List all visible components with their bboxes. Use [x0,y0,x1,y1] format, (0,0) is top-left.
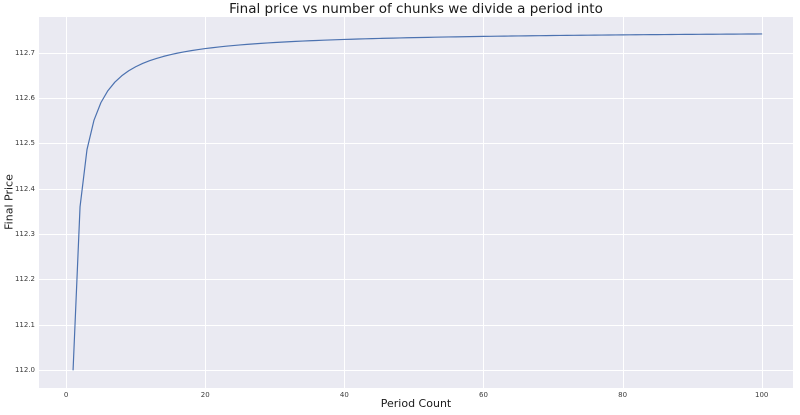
x-tick-label: 0 [63,391,69,399]
x-gridline [344,17,346,388]
chart-title: Final price vs number of chunks we divid… [229,1,603,17]
y-gridline [39,369,793,371]
x-tick-label: 40 [339,391,349,399]
x-gridline [483,17,485,388]
y-tick-label: 112.4 [14,184,35,193]
price-curve [72,33,763,371]
y-gridline [39,98,793,100]
x-tick-label: 100 [755,391,769,399]
y-tick-label: 112.3 [14,229,35,238]
y-gridline [39,52,793,54]
x-tick-label: 20 [200,391,210,399]
y-gridline [39,324,793,326]
x-gridline [761,17,763,388]
y-tick-label: 112.0 [14,365,35,374]
y-gridline [39,143,793,145]
x-axis-label: Period Count [380,397,452,410]
y-tick-label: 112.5 [14,139,35,148]
x-gridline [205,17,207,388]
plot-area [39,17,793,388]
x-tick-label: 60 [479,391,488,399]
y-gridline [39,279,793,281]
y-tick-label: 112.6 [14,94,35,103]
x-tick-label: 80 [618,391,628,399]
y-tick-label: 112.1 [14,320,35,329]
y-tick-label: 112.7 [14,48,35,57]
price-curve-line [72,33,763,371]
x-gridline [66,17,68,388]
y-axis-label: Final Price [2,174,16,230]
y-gridline [39,188,793,190]
y-tick-label: 112.2 [14,275,35,284]
x-gridline [622,17,624,388]
y-gridline [39,233,793,235]
